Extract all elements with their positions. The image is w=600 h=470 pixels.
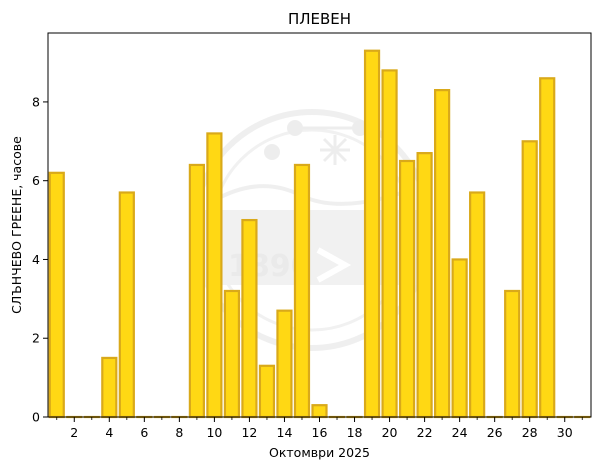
bar-day-12 bbox=[241, 218, 258, 419]
y-tick-label: 0 bbox=[32, 410, 40, 425]
y-tick-label: 4 bbox=[32, 252, 40, 267]
x-tick-label: 22 bbox=[417, 425, 433, 440]
x-tick-label: 20 bbox=[382, 425, 398, 440]
plot-frame bbox=[47, 32, 592, 418]
bar-day-20 bbox=[381, 69, 398, 419]
x-tick-label: 16 bbox=[312, 425, 328, 440]
bar-day-13 bbox=[258, 364, 276, 419]
bar-day-5 bbox=[118, 191, 135, 419]
x-tick-label: 26 bbox=[487, 425, 503, 440]
y-tick-label: 2 bbox=[32, 331, 40, 346]
bar-day-1 bbox=[48, 171, 65, 419]
x-tick-label: 30 bbox=[557, 425, 573, 440]
x-axis: 2 4 6 8 10 12 14 16 18 20 22 24 26 28 30 bbox=[56, 417, 583, 440]
bar-day-9 bbox=[188, 163, 205, 419]
x-tick-label: 14 bbox=[277, 425, 293, 440]
bar-day-24 bbox=[451, 258, 468, 419]
bar-day-28 bbox=[521, 140, 538, 419]
bar-day-16 bbox=[311, 404, 328, 419]
x-tick-label: 18 bbox=[347, 425, 363, 440]
bar-day-21 bbox=[398, 159, 416, 419]
chart-title: ПЛЕВЕН bbox=[288, 10, 351, 28]
bar-day-22 bbox=[416, 152, 433, 419]
x-tick-label: 4 bbox=[105, 425, 113, 440]
bar-day-14 bbox=[276, 309, 293, 419]
y-axis-label: СЛЪНЧЕВО ГРЕЕНЕ, часове bbox=[9, 136, 24, 314]
y-axis: 0 2 4 6 8 bbox=[32, 94, 48, 425]
x-tick-label: 8 bbox=[175, 425, 183, 440]
x-tick-label: 6 bbox=[140, 425, 148, 440]
x-tick-label: 2 bbox=[70, 425, 78, 440]
x-tick-label: 24 bbox=[452, 425, 468, 440]
bar-day-4 bbox=[101, 356, 118, 419]
bar-group bbox=[48, 49, 591, 419]
x-tick-label: 10 bbox=[206, 425, 222, 440]
bar-day-23 bbox=[434, 89, 451, 419]
x-axis-label: Октомври 2025 bbox=[269, 445, 370, 460]
bar-day-10 bbox=[206, 132, 223, 419]
y-tick-label: 8 bbox=[32, 94, 40, 109]
y-tick-label: 6 bbox=[32, 173, 40, 188]
x-tick-label: 28 bbox=[522, 425, 538, 440]
bar-day-27 bbox=[504, 289, 521, 419]
bar-day-29 bbox=[539, 77, 556, 419]
bar-day-25 bbox=[469, 191, 486, 419]
bar-day-15 bbox=[293, 163, 311, 419]
bar-day-19 bbox=[363, 49, 381, 419]
bar-day-11 bbox=[223, 289, 241, 419]
x-tick-label: 12 bbox=[241, 425, 257, 440]
